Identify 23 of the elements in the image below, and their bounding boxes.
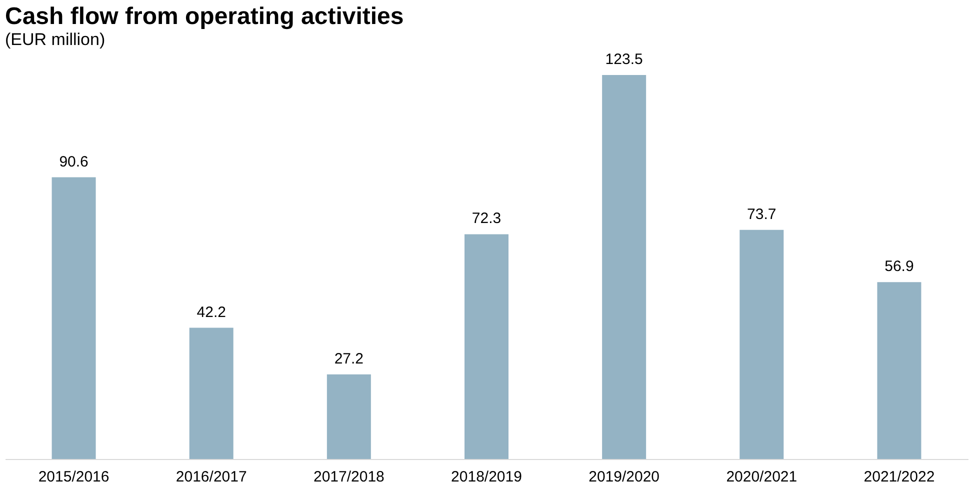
chart-title: Cash flow from operating activities [5, 3, 404, 30]
data-label: 56.9 [884, 258, 914, 276]
bar [464, 234, 508, 459]
x-tick-label: 2015/2016 [38, 468, 110, 486]
data-label: 42.2 [196, 304, 226, 321]
x-tick-label: 2016/2017 [176, 468, 247, 486]
data-label: 123.5 [605, 51, 643, 68]
data-label: 27.2 [334, 350, 364, 368]
x-tick-label: 2018/2019 [451, 468, 522, 486]
bar [877, 282, 922, 459]
data-label: 73.7 [747, 206, 776, 223]
x-tick-label: 2019/2020 [588, 468, 660, 486]
bar [326, 374, 371, 459]
x-tick-label: 2020/2021 [726, 468, 798, 486]
chart-subtitle: (EUR million) [5, 30, 106, 49]
data-label: 72.3 [472, 210, 502, 228]
bar [602, 75, 646, 459]
bar [189, 328, 234, 459]
data-label: 90.6 [59, 153, 88, 170]
x-tick-label: 2021/2022 [864, 468, 935, 486]
x-tick-label: 2017/2018 [313, 468, 384, 486]
bar [740, 230, 784, 459]
bar [52, 177, 96, 459]
